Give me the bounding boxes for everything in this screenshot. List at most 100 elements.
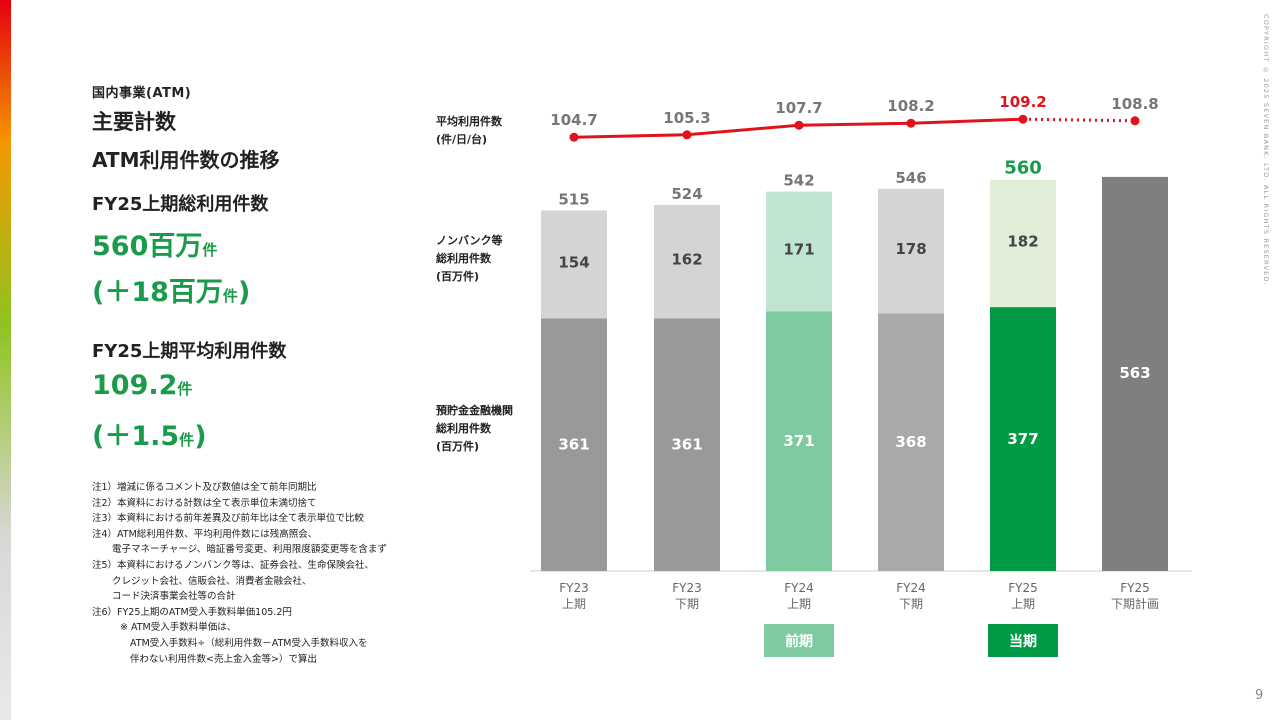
footnotes: 注1）増減に係るコメント及び数値は全て前年同期比 注2）本資料における計数は全て… (92, 480, 387, 667)
x-tick-label-half: 下期 (899, 597, 923, 611)
bar-deposit-institutions (766, 311, 832, 571)
line-value-label: 104.7 (550, 111, 597, 129)
kpi-avg-unit: 件 (177, 380, 193, 398)
x-tick-label-year: FY25 (1008, 581, 1038, 595)
x-tick-label-year: FY25 (1120, 581, 1150, 595)
note-6-remark: ※ ATM受入手数料単価は、 (120, 622, 237, 634)
bar-label-deposit: 361 (558, 436, 589, 454)
bar-label-nonbank: 154 (558, 253, 589, 271)
line-point (682, 130, 692, 140)
line-point (1018, 114, 1028, 124)
bar-label-deposit: 361 (671, 436, 702, 454)
bar-label-total: 546 (895, 169, 926, 187)
kpi-avg-diff: (＋1.5件) (92, 414, 207, 453)
bar-deposit-institutions (654, 318, 720, 571)
kpi-avg-label: FY25上期平均利用件数 (92, 341, 287, 362)
legend-deposit-institutions: 預貯金金融機関 (436, 403, 513, 417)
x-tick-label-year: FY23 (672, 581, 702, 595)
segment-label: 国内事業(ATM) (92, 86, 192, 101)
legend-nonbank: 総利用件数 (436, 251, 492, 265)
legend-deposit-institutions: (百万件) (436, 439, 479, 453)
bar-label-nonbank: 171 (783, 240, 814, 258)
line-value-label: 108.8 (1111, 95, 1158, 113)
bar-label-total: 524 (671, 185, 702, 203)
line-point (1130, 116, 1140, 126)
note-4-cont: 電子マネーチャージ、暗証番号変更、利用限度額変更等を含まず (112, 544, 387, 556)
tag-label: 前期 (785, 633, 813, 650)
line-value-label: 108.2 (887, 97, 934, 115)
kpi-total-value: 560百万件 (92, 224, 217, 263)
x-tick-label-half: 下期 (675, 597, 699, 611)
x-tick-label-year: FY23 (559, 581, 589, 595)
bar-label-deposit: 371 (783, 432, 814, 450)
note-6-formula1: ATM受入手数料÷（総利用件数－ATM受入手数料収入を (130, 637, 368, 649)
line-avg-usage-plan (1022, 117, 1136, 123)
bar-label-nonbank: 178 (895, 240, 926, 258)
bar-deposit-institutions (990, 307, 1056, 571)
x-tick-label-half: 上期 (562, 597, 586, 611)
x-tick-label-half: 上期 (1011, 597, 1035, 611)
kpi-total-label: FY25上期総利用件数 (92, 194, 269, 215)
bar-nonbank (990, 179, 1056, 308)
line-value-label: 107.7 (775, 99, 822, 117)
line-value-label: 109.2 (999, 93, 1046, 111)
legend-deposit-institutions: 総利用件数 (436, 421, 492, 435)
kpi-total-diff-close: ) (237, 277, 251, 308)
page-subtitle: ATM利用件数の推移 (92, 148, 280, 172)
kpi-avg-value: 109.2件 (92, 370, 192, 401)
bar-label-nonbank: 182 (1007, 232, 1038, 250)
brand-gradient-bar (0, 0, 11, 720)
bar-nonbank (654, 204, 720, 319)
bar-label-deposit: 377 (1007, 430, 1038, 448)
line-value-label: 105.3 (663, 109, 710, 127)
kpi-avg-diff-close: ) (194, 421, 207, 452)
note-6-formula2: 伴わない利用件数<売上金入金等>）で算出 (130, 653, 317, 665)
bar-label-deposit: 368 (895, 433, 926, 451)
note-2: 注2）本資料における計数は全て表示単位未満切捨て (92, 497, 317, 509)
x-tick-label-year: FY24 (784, 581, 814, 595)
note-3: 注3）本資料における前年差異及び前年比は全て表示単位で比較 (92, 513, 365, 525)
bar-nonbank (766, 191, 832, 312)
x-tick-label-year: FY24 (896, 581, 926, 595)
x-tick-label-half: 上期 (787, 597, 811, 611)
note-5-cont1: クレジット会社、信販会社、消費者金融会社、 (112, 575, 312, 587)
tag-previous-period (764, 624, 834, 657)
legend-nonbank: ノンバンク等 (436, 233, 503, 247)
page-title: 主要計数 (92, 110, 176, 134)
kpi-total-diff-number: (＋18百万 (92, 277, 223, 308)
note-5: 注5）本資料におけるノンバンク等は、証券会社、生命保険会社、 (92, 559, 375, 571)
bar-label-plan: 563 (1119, 364, 1150, 382)
bar-deposit-institutions (878, 313, 944, 571)
line-point (794, 120, 804, 130)
copyright-text: COPYRIGHT © 2025 SEVEN BANK, LTD. ALL RI… (1262, 14, 1270, 286)
x-tick-label-half: 下期計画 (1111, 596, 1159, 611)
note-1: 注1）増減に係るコメント及び数値は全て前年同期比 (92, 482, 317, 493)
kpi-total-number: 560百万 (92, 231, 203, 262)
tag-label: 当期 (1009, 633, 1037, 650)
page-number: 9 (1255, 688, 1264, 703)
bar-deposit-institutions (541, 318, 607, 571)
bar-label-total: 515 (558, 191, 589, 209)
tag-current-period (988, 624, 1058, 657)
kpi-total-diff: (＋18百万件) (92, 270, 250, 309)
kpi-total-diff-unit: 件 (222, 287, 238, 305)
line-point (569, 132, 579, 142)
legend-avg-usage: (件/日/台) (436, 132, 487, 146)
note-6: 注6）FY25上期のATM受入手数料単価105.2円 (92, 606, 292, 618)
note-5-cont2: コード決済事業会社等の合計 (112, 591, 236, 603)
bar-plan-total (1102, 176, 1168, 571)
legend-nonbank: (百万件) (436, 269, 479, 283)
line-point (906, 118, 916, 128)
bar-label-nonbank: 162 (671, 251, 702, 269)
kpi-avg-diff-number: (＋1.5 (92, 421, 180, 452)
bar-nonbank (541, 210, 607, 319)
kpi-total-unit: 件 (202, 241, 218, 259)
kpi-avg-number: 109.2 (92, 370, 178, 401)
bar-nonbank (878, 188, 944, 314)
kpi-avg-diff-unit: 件 (179, 431, 195, 449)
legend-avg-usage: 平均利用件数 (436, 114, 503, 128)
bar-label-total: 560 (1004, 158, 1042, 179)
bar-label-total: 542 (783, 172, 814, 190)
note-4: 注4）ATM総利用件数、平均利用件数には残高照会、 (92, 528, 318, 540)
